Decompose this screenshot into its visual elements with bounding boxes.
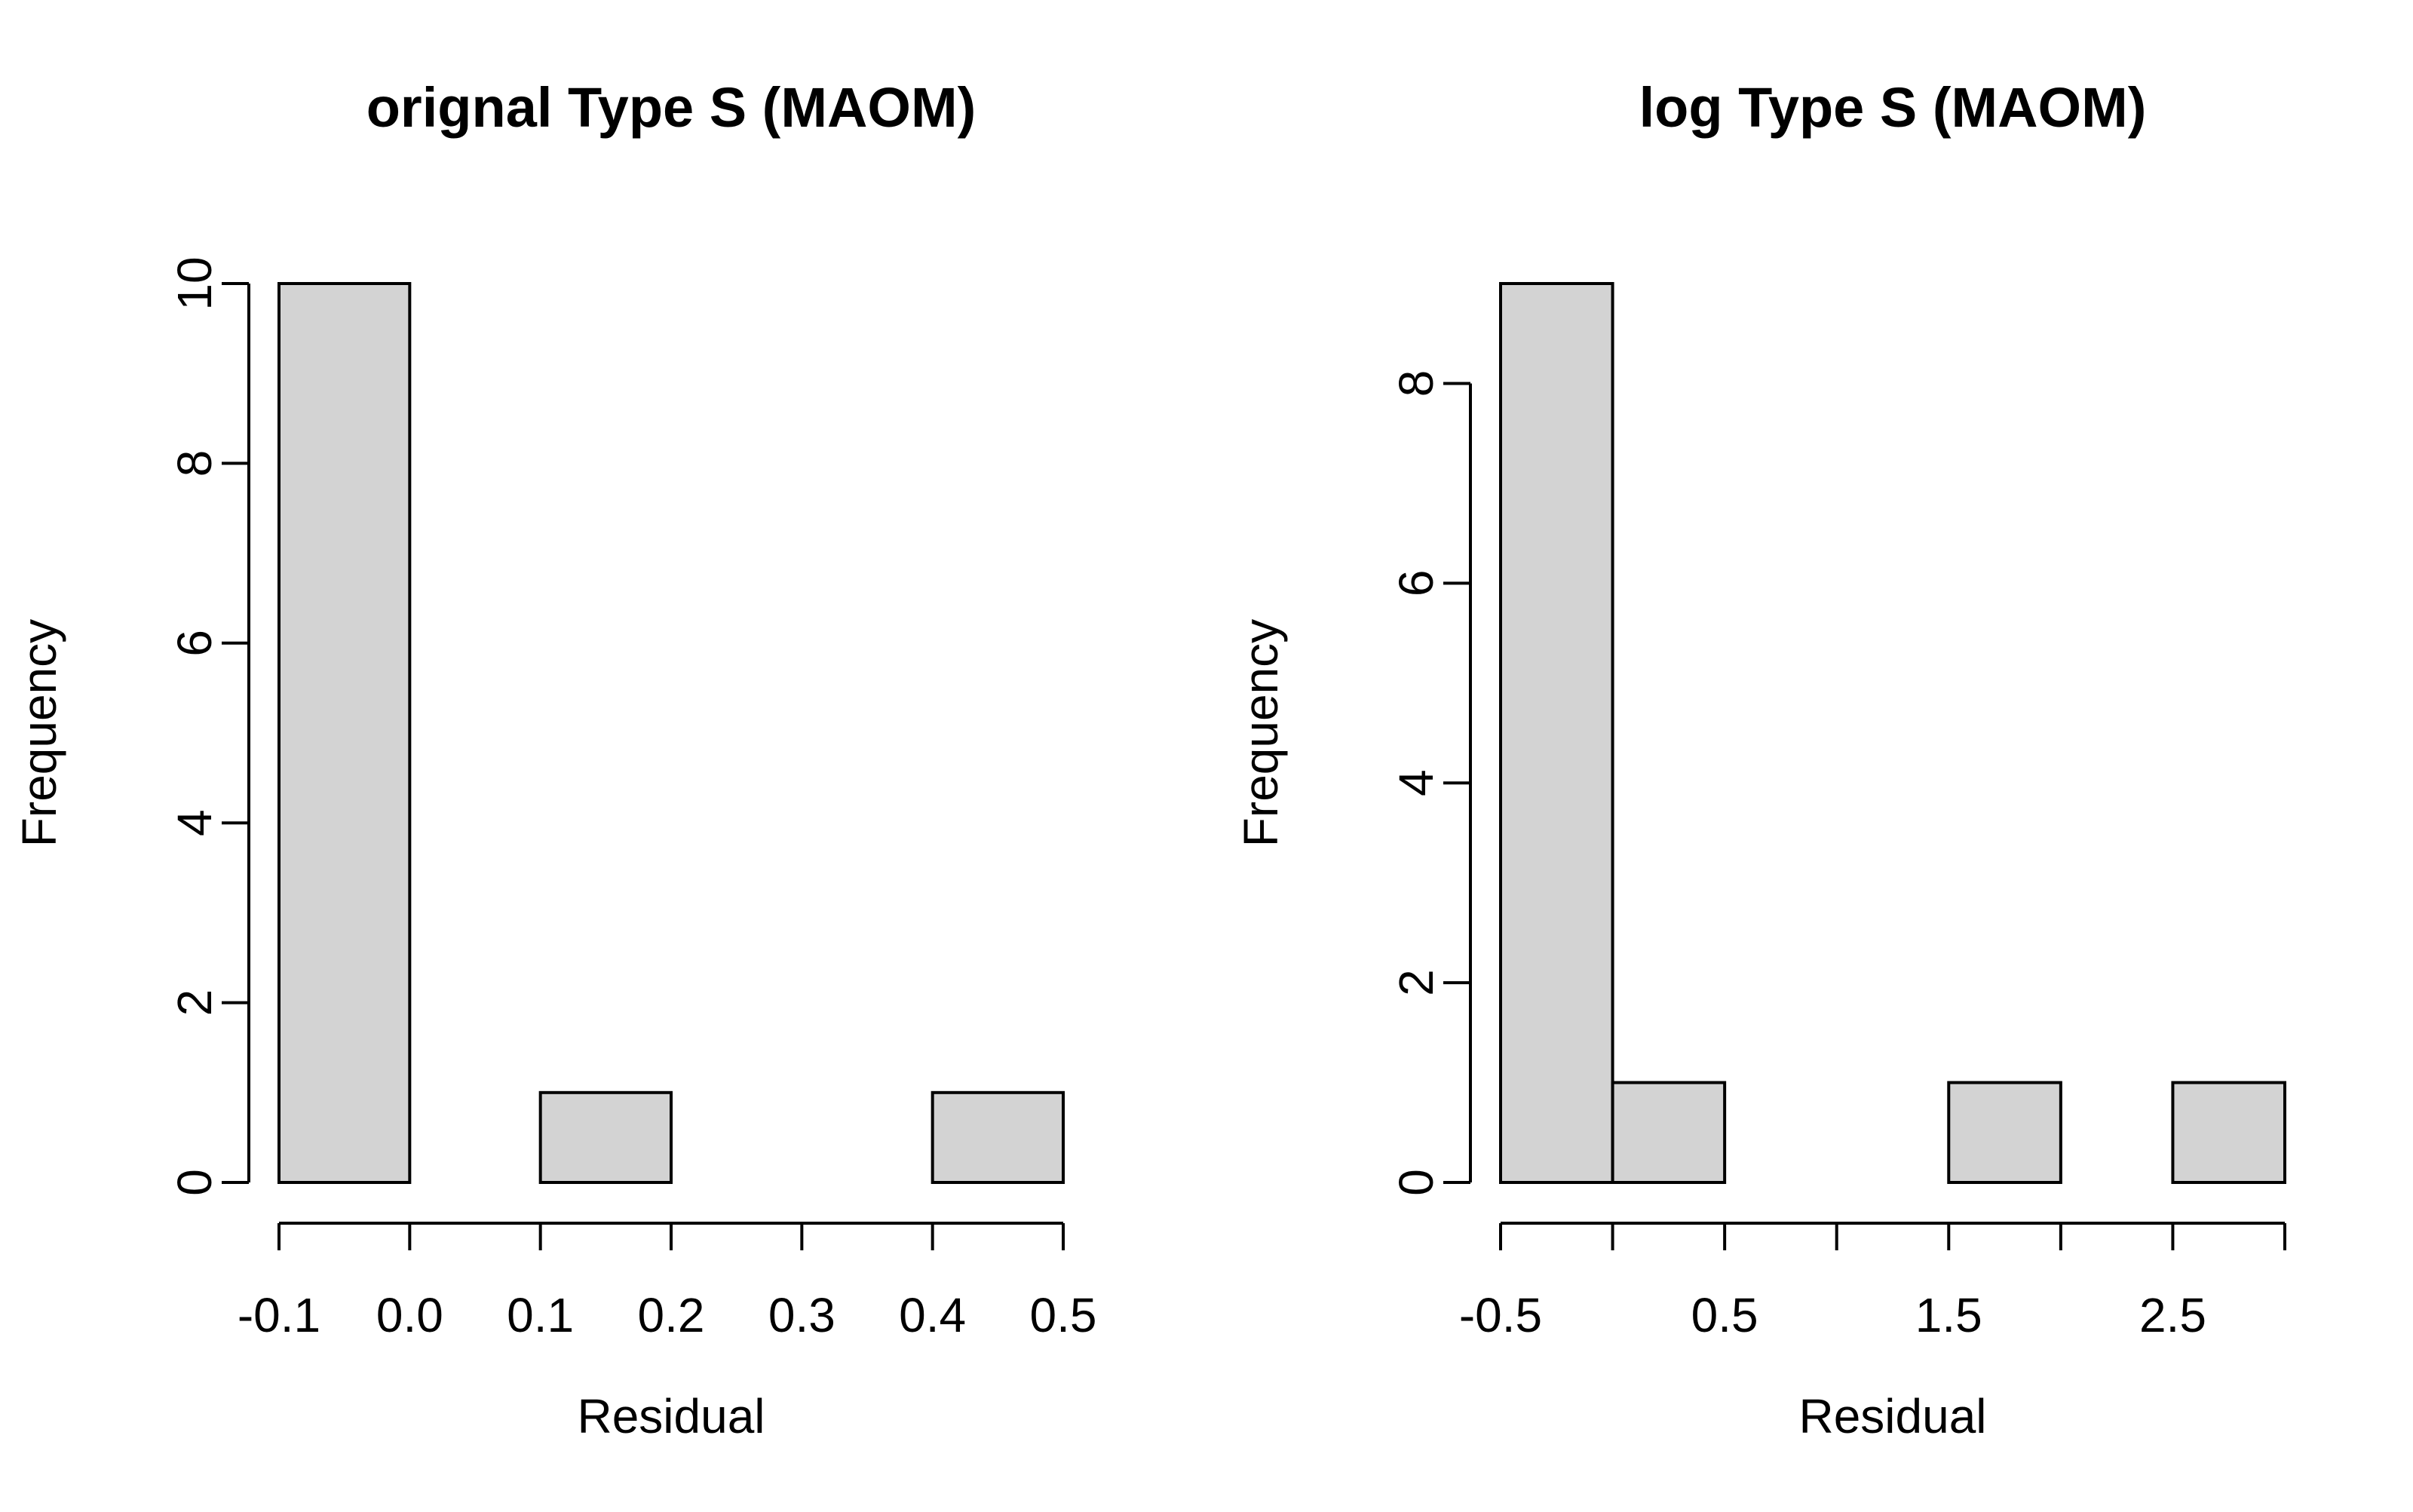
y-tick-label: 8: [167, 450, 222, 477]
x-tick-label: 0.0: [376, 1288, 443, 1342]
x-axis-label: Residual: [1798, 1389, 1986, 1443]
chart-title: orignal Type S (MAOM): [366, 76, 977, 139]
panel-original: orignal Type S (MAOM) 0 2 4 6 8 10 -0.1 0.0 0.1 0.…: [12, 76, 1096, 1443]
y-tick-label: 6: [1389, 570, 1443, 597]
y-tick-label: 10: [167, 256, 222, 310]
x-tick-label: 0.5: [1030, 1288, 1097, 1342]
y-axis-label: Frequency: [12, 619, 66, 847]
chart-title: log Type S (MAOM): [1639, 76, 2147, 139]
y-tick-label: 4: [167, 809, 222, 836]
y-tick-label: 6: [167, 630, 222, 657]
x-tick-label: 0.5: [1691, 1288, 1758, 1342]
x-axis-label: Residual: [577, 1389, 765, 1443]
histogram-bar: [1499, 282, 1614, 1184]
y-tick-label: 2: [1389, 969, 1443, 996]
x-tick-label: -0.5: [1459, 1288, 1542, 1342]
y-axis-label: Frequency: [1234, 619, 1288, 847]
x-tick-label: 0.4: [899, 1288, 966, 1342]
x-tick-label: -0.1: [238, 1288, 320, 1342]
y-tick-label: 4: [1389, 769, 1443, 796]
histogram-bar: [931, 1090, 1065, 1185]
y-tick-label: 0: [1389, 1169, 1443, 1196]
y-tick-label: 8: [1389, 370, 1443, 397]
histogram-bar: [277, 282, 412, 1184]
histogram-bar: [1947, 1081, 2062, 1184]
histogram-bar: [1611, 1081, 1727, 1184]
x-tick-label: 0.3: [768, 1288, 836, 1342]
x-tick-label: 2.5: [2139, 1288, 2206, 1342]
y-tick-label: 0: [167, 1169, 222, 1196]
y-tick-label: 2: [167, 989, 222, 1017]
x-tick-label: 0.2: [638, 1288, 705, 1342]
x-tick-label: 0.1: [507, 1288, 574, 1342]
histogram-bar: [2171, 1081, 2286, 1184]
x-tick-label: 1.5: [1915, 1288, 1982, 1342]
histogram-bar: [538, 1090, 673, 1185]
panel-log: log Type S (MAOM) 0 2 4 6 8 -0.5 0.5 1.5 2.5 Resid…: [1234, 76, 2286, 1443]
